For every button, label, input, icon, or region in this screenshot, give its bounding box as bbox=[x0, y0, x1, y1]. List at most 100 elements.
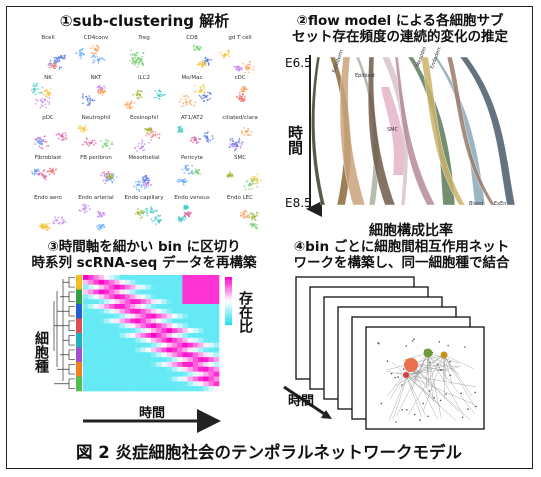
heatmap-cell bbox=[166, 333, 173, 339]
umap-scatter bbox=[177, 125, 214, 145]
heatmap-cell bbox=[171, 289, 178, 295]
heatmap-cell bbox=[83, 347, 89, 353]
heatmap-cell bbox=[124, 371, 131, 377]
heatmap-cell bbox=[103, 333, 110, 339]
heatmap-cell bbox=[135, 299, 141, 305]
heatmap-cell bbox=[213, 352, 220, 358]
heatmap-cell bbox=[135, 318, 141, 324]
heatmap-cell bbox=[130, 386, 136, 392]
heatmap-cell bbox=[192, 294, 199, 300]
heatmap-cell bbox=[140, 352, 147, 358]
heatmap-cell bbox=[182, 308, 188, 314]
network-edge bbox=[405, 365, 439, 376]
heatmap-cell bbox=[151, 323, 157, 329]
heatmap-cell bbox=[156, 279, 162, 285]
heatmap-cell bbox=[171, 381, 178, 387]
heatmap-cell bbox=[156, 376, 162, 382]
network-node bbox=[401, 409, 403, 411]
heatmap-cell bbox=[182, 294, 188, 300]
heatmap-cell bbox=[98, 371, 105, 377]
umap-scatter bbox=[219, 49, 255, 73]
heatmap-cell bbox=[213, 284, 220, 290]
cluster-strip-cell bbox=[76, 333, 82, 339]
heatmap-cell bbox=[151, 318, 157, 324]
heatmap-cell bbox=[187, 352, 194, 358]
heatmap-cell bbox=[203, 357, 209, 363]
cluster-strip-cell bbox=[76, 362, 82, 368]
heatmap-cell bbox=[161, 366, 167, 372]
heatmap-cell bbox=[93, 313, 99, 319]
heatmap-cell bbox=[98, 294, 105, 300]
heatmap-cell bbox=[213, 318, 220, 324]
heatmap-cell bbox=[177, 318, 183, 324]
heatmap-cell bbox=[213, 328, 220, 334]
heatmap-cell bbox=[145, 386, 152, 392]
flow-stream bbox=[339, 56, 366, 206]
heatmap-cell bbox=[213, 279, 220, 285]
heatmap-cell bbox=[83, 279, 89, 285]
heatmap-cell bbox=[88, 294, 94, 300]
y-bottom-label: E8.5 bbox=[285, 196, 312, 210]
heatmap-cell bbox=[135, 328, 141, 334]
heatmap-cell bbox=[93, 357, 99, 363]
heatmap-cell bbox=[88, 328, 94, 334]
heatmap-cell bbox=[156, 284, 162, 290]
heatmap-cell bbox=[109, 366, 115, 372]
heatmap-cell bbox=[208, 333, 215, 339]
heatmap-cell bbox=[135, 323, 141, 329]
heatmap-cell bbox=[83, 362, 89, 368]
network-edge bbox=[443, 354, 477, 409]
heatmap-cell bbox=[177, 299, 183, 305]
heatmap-cell bbox=[182, 371, 188, 377]
umap-cell: Endo arterial bbox=[73, 195, 119, 234]
legend-swatch bbox=[225, 277, 232, 279]
heatmap-cell bbox=[182, 279, 188, 285]
heatmap-cell bbox=[213, 294, 220, 300]
heatmap-cell bbox=[203, 366, 209, 372]
heatmap-cell bbox=[161, 294, 167, 300]
heatmap-cell bbox=[145, 342, 152, 348]
heatmap-cell bbox=[203, 333, 209, 339]
heatmap-cell bbox=[166, 318, 173, 324]
heatmap-cell bbox=[198, 284, 204, 290]
umap-scatter bbox=[47, 54, 66, 70]
cluster-strip-cell bbox=[76, 275, 82, 281]
heatmap-cell bbox=[177, 352, 183, 358]
heatmap-cell bbox=[114, 357, 120, 363]
heatmap-cell bbox=[203, 386, 209, 392]
heatmap-cell bbox=[151, 347, 157, 353]
network-node bbox=[461, 416, 464, 419]
heatmap-cell bbox=[109, 304, 115, 310]
legend-swatch bbox=[225, 294, 232, 297]
heatmap-cell bbox=[203, 323, 209, 329]
heatmap-cell bbox=[161, 347, 167, 353]
heatmap-cell bbox=[119, 313, 126, 319]
umap-cell: Bcell bbox=[25, 35, 71, 74]
heatmap-cell bbox=[177, 371, 183, 377]
heatmap-cell bbox=[119, 275, 126, 281]
heatmap-cell bbox=[187, 386, 194, 392]
flow-stream bbox=[311, 56, 326, 206]
legend-label: 存在比 bbox=[237, 290, 253, 334]
heatmap-cell bbox=[83, 328, 89, 334]
heatmap-cell bbox=[203, 299, 209, 305]
heatmap-cell bbox=[161, 275, 167, 281]
heatmap-cell bbox=[114, 318, 120, 324]
heatmap-cell bbox=[93, 279, 99, 285]
heatmap-cell bbox=[124, 342, 131, 348]
heatmap-cell bbox=[140, 386, 147, 392]
heatmap-cell bbox=[187, 381, 194, 387]
heatmap-cell bbox=[198, 328, 204, 334]
network-edge bbox=[405, 366, 444, 376]
flow-stream bbox=[446, 56, 496, 206]
heatmap-cell bbox=[198, 371, 204, 377]
heatmap-cell bbox=[203, 347, 209, 353]
heatmap-cell bbox=[114, 376, 120, 382]
heatmap-cell bbox=[213, 333, 220, 339]
heatmap-cell bbox=[192, 313, 199, 319]
heatmap-cell bbox=[208, 347, 215, 353]
heatmap-cell bbox=[203, 284, 209, 290]
heatmap-cell bbox=[124, 323, 131, 329]
heatmap-cell bbox=[166, 352, 173, 358]
y-top-label: E6.5 bbox=[285, 56, 312, 70]
